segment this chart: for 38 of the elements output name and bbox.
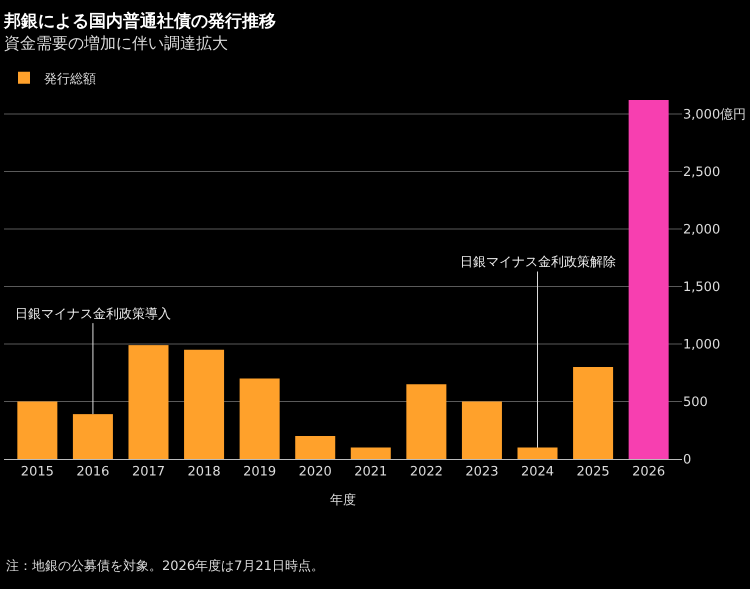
- bar: [295, 436, 336, 459]
- y-tick-label: 1,500: [683, 280, 720, 295]
- bar: [350, 447, 391, 459]
- x-tick-label: 2015: [20, 464, 54, 480]
- bar: [406, 384, 446, 459]
- x-tick-label: 2022: [410, 464, 443, 480]
- bar: [72, 414, 113, 459]
- x-tick-label: 2020: [298, 464, 332, 480]
- bar: [17, 401, 58, 459]
- bar: [518, 447, 558, 459]
- bar: [462, 401, 502, 459]
- bar: [628, 100, 669, 459]
- bar: [184, 350, 224, 459]
- x-tick-label: 2017: [132, 464, 166, 480]
- annotation: 日銀マイナス金利政策導入: [15, 307, 171, 322]
- y-tick-label: 1,000: [683, 337, 720, 352]
- legend-label: 発行総額: [44, 72, 96, 87]
- x-axis-title: 年度: [330, 492, 356, 508]
- x-tick-label: 2024: [520, 464, 554, 480]
- y-tick-label: 2,500: [683, 164, 720, 180]
- text: 注：地銀の公募債を対象。2026年度は7月21日時点。: [6, 558, 324, 574]
- x-tick-label: 2021: [354, 464, 388, 480]
- x-tick-label: 2016: [76, 464, 110, 480]
- x-tick-label: 2026: [632, 464, 666, 480]
- x-tick-label: 2018: [188, 464, 221, 480]
- x-tick-label: 2023: [465, 464, 498, 480]
- y-tick-label: 0: [683, 452, 692, 468]
- y-tick-label: 2,000: [683, 222, 720, 238]
- x-tick-label: 2025: [576, 464, 610, 480]
- y-tick-label: 500: [683, 395, 708, 410]
- chart-subtitle: 資金需要の増加に伴い調達拡大: [4, 34, 228, 53]
- bar: [240, 378, 280, 459]
- x-tick-label: 2019: [243, 464, 276, 480]
- annotation: 日銀マイナス金利政策解除: [460, 255, 616, 270]
- bar: [573, 366, 614, 459]
- chart-title: 邦銀による国内普通社債の発行推移: [2, 10, 276, 32]
- bar: [128, 345, 168, 459]
- y-tick-label: 3,000億円: [683, 107, 746, 122]
